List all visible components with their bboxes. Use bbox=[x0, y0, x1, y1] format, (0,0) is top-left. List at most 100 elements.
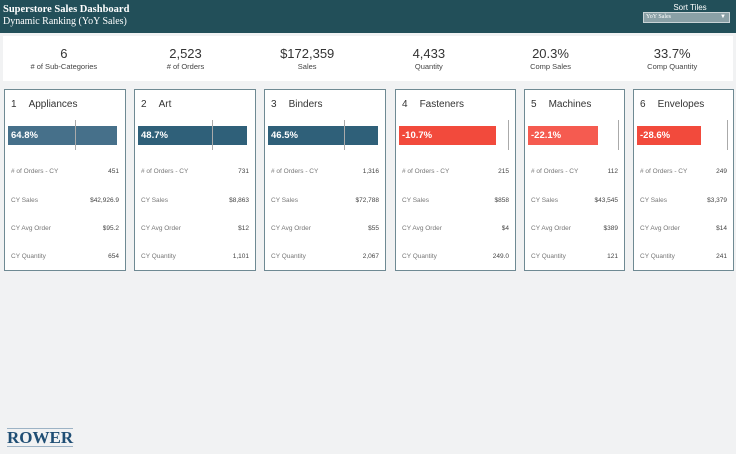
metric-label: CY Sales bbox=[402, 197, 429, 204]
yoy-bar: -10.7% bbox=[399, 126, 496, 145]
tile-envelopes[interactable]: 6 Envelopes -28.6% # of Orders - CY 249 CY … bbox=[633, 89, 734, 271]
kpi-value: $172,359 bbox=[280, 46, 335, 61]
metric-value: $4 bbox=[501, 225, 509, 232]
metric-label: CY Avg Order bbox=[271, 225, 311, 232]
metric-row-orders: # of Orders - CY 731 bbox=[141, 168, 249, 175]
metric-label: # of Orders - CY bbox=[141, 168, 189, 175]
kpi-comp-quantity: 33.7% Comp Quantity bbox=[611, 36, 733, 81]
tile-art[interactable]: 2 Art 48.7% # of Orders - CY 731 CY Sales $8… bbox=[134, 89, 256, 271]
tile-name: Appliances bbox=[28, 99, 78, 110]
yoy-value: 48.7% bbox=[141, 130, 168, 141]
kpi-value: 4,433 bbox=[412, 46, 446, 61]
metric-label: CY Quantity bbox=[640, 253, 675, 260]
metric-value: $95.2 bbox=[102, 225, 119, 232]
metric-row-avg: CY Avg Order $389 bbox=[531, 225, 618, 232]
metric-row-avg: CY Avg Order $12 bbox=[141, 225, 249, 232]
yoy-value: 64.8% bbox=[11, 130, 38, 141]
tile-rank: 5 bbox=[531, 99, 537, 110]
reference-line bbox=[508, 120, 509, 150]
metric-row-sales: CY Sales $42,926.9 bbox=[11, 197, 119, 204]
metric-value: $12 bbox=[238, 225, 249, 232]
tile-machines[interactable]: 5 Machines -22.1% # of Orders - CY 112 CY S… bbox=[524, 89, 625, 271]
metric-row-qty: CY Quantity 1,101 bbox=[141, 253, 249, 260]
tile-appliances[interactable]: 1 Appliances 64.8% # of Orders - CY 451 CY … bbox=[4, 89, 126, 271]
metric-label: # of Orders - CY bbox=[640, 168, 688, 175]
metric-row-avg: CY Avg Order $14 bbox=[640, 225, 727, 232]
kpi-band: 6 # of Sub-Categories 2,523 # of Orders $1… bbox=[3, 36, 733, 81]
metric-row-qty: CY Quantity 249.0 bbox=[402, 253, 509, 260]
metric-row-qty: CY Quantity 121 bbox=[531, 253, 618, 260]
yoy-value: 46.5% bbox=[271, 130, 298, 141]
dashboard-title: Superstore Sales Dashboard bbox=[3, 4, 130, 15]
kpi-label: Quantity bbox=[414, 62, 443, 71]
metric-row-qty: CY Quantity 241 bbox=[640, 253, 727, 260]
metric-label: CY Avg Order bbox=[640, 225, 680, 232]
yoy-value: -10.7% bbox=[402, 130, 433, 141]
yoy-bar: 64.8% bbox=[8, 126, 117, 145]
yoy-bar: -22.1% bbox=[528, 126, 598, 145]
sort-tiles-dropdown[interactable]: YoY Sales ▼ bbox=[643, 12, 730, 23]
metric-value: $72,788 bbox=[355, 197, 380, 204]
reference-line bbox=[618, 120, 619, 150]
metric-label: CY Sales bbox=[11, 197, 38, 204]
metric-value: $858 bbox=[494, 197, 509, 204]
yoy-bar: -28.6% bbox=[637, 126, 701, 145]
tile-rank: 1 bbox=[11, 99, 17, 110]
metric-row-orders: # of Orders - CY 215 bbox=[402, 168, 509, 175]
metric-label: # of Orders - CY bbox=[402, 168, 450, 175]
metric-value: 2,067 bbox=[362, 253, 379, 260]
metric-row-avg: CY Avg Order $4 bbox=[402, 225, 509, 232]
metric-value: 249.0 bbox=[492, 253, 509, 260]
tile-header: 4 Fasteners bbox=[402, 99, 464, 110]
metric-row-orders: # of Orders - CY 451 bbox=[11, 168, 119, 175]
tile-binders[interactable]: 3 Binders 46.5% # of Orders - CY 1,316 CY S… bbox=[264, 89, 386, 271]
metric-value: 1,316 bbox=[362, 168, 379, 175]
tile-rank: 4 bbox=[402, 99, 408, 110]
metric-row-sales: CY Sales $72,788 bbox=[271, 197, 379, 204]
kpi-label: Comp Sales bbox=[530, 62, 571, 71]
metric-value: $42,926.9 bbox=[90, 197, 119, 204]
kpi-value: 2,523 bbox=[169, 46, 202, 61]
metric-row-orders: # of Orders - CY 1,316 bbox=[271, 168, 379, 175]
metric-value: 731 bbox=[238, 168, 249, 175]
metric-value: $389 bbox=[603, 225, 618, 232]
tile-fasteners[interactable]: 4 Fasteners -10.7% # of Orders - CY 215 CY … bbox=[395, 89, 516, 271]
yoy-value: -22.1% bbox=[531, 130, 562, 141]
reference-line bbox=[212, 120, 213, 150]
tile-name: Envelopes bbox=[657, 99, 705, 110]
kpi-label: Sales bbox=[297, 62, 317, 71]
kpi-label: Comp Quantity bbox=[647, 62, 698, 71]
kpi-value: 33.7% bbox=[653, 46, 691, 61]
metric-row-qty: CY Quantity 654 bbox=[11, 253, 119, 260]
tile-header: 5 Machines bbox=[531, 99, 591, 110]
tile-header: 1 Appliances bbox=[11, 99, 77, 110]
metric-row-sales: CY Sales $43,545 bbox=[531, 197, 618, 204]
metric-value: 215 bbox=[498, 168, 509, 175]
metric-label: CY Sales bbox=[531, 197, 558, 204]
dashboard-subtitle: Dynamic Ranking (YoY Sales) bbox=[3, 16, 127, 27]
metric-label: CY Sales bbox=[141, 197, 168, 204]
metric-value: 241 bbox=[716, 253, 727, 260]
metric-row-sales: CY Sales $858 bbox=[402, 197, 509, 204]
sort-tiles-label: Sort Tiles bbox=[673, 3, 707, 12]
metric-label: CY Quantity bbox=[402, 253, 437, 260]
kpi-orders: 2,523 # of Orders bbox=[125, 36, 247, 81]
tile-name: Fasteners bbox=[419, 99, 465, 110]
metric-value: 249 bbox=[716, 168, 727, 175]
metric-value: $55 bbox=[368, 225, 379, 232]
metric-label: CY Quantity bbox=[11, 253, 46, 260]
chevron-down-icon: ▼ bbox=[720, 14, 726, 20]
kpi-sales: $172,359 Sales bbox=[246, 36, 368, 81]
header: Superstore Sales Dashboard Dynamic Ranki… bbox=[0, 0, 736, 33]
tile-name: Art bbox=[158, 99, 172, 110]
tile-rank: 3 bbox=[271, 99, 277, 110]
tile-header: 3 Binders bbox=[271, 99, 322, 110]
metric-value: 654 bbox=[108, 253, 119, 260]
metric-label: # of Orders - CY bbox=[531, 168, 579, 175]
metric-label: CY Avg Order bbox=[141, 225, 181, 232]
metric-row-avg: CY Avg Order $95.2 bbox=[11, 225, 119, 232]
metric-label: CY Avg Order bbox=[531, 225, 571, 232]
kpi-comp-sales: 20.3% Comp Sales bbox=[490, 36, 612, 81]
reference-line bbox=[727, 120, 728, 150]
metric-row-sales: CY Sales $3,379 bbox=[640, 197, 727, 204]
